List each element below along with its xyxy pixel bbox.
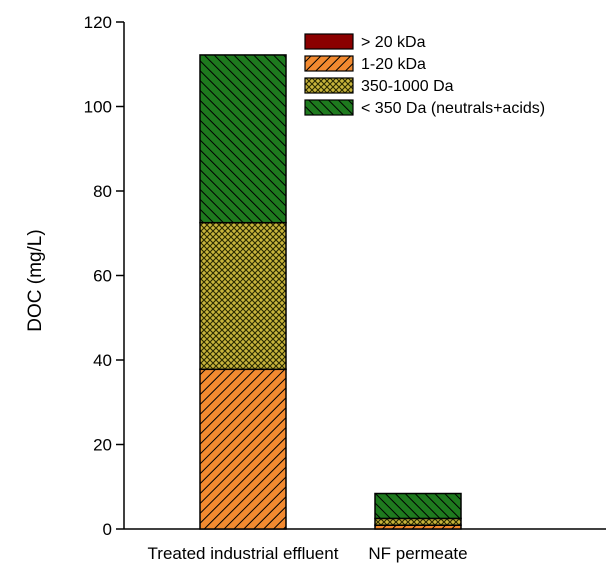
legend-swatch [304,33,354,50]
legend-swatch [304,77,354,94]
y-axis-title: DOC (mg/L) [25,229,46,331]
legend-swatch [304,99,354,116]
legend-label: < 350 Da (neutrals+acids) [361,100,545,117]
y-tick-label: 60 [93,267,112,286]
y-tick-label: 80 [93,182,112,201]
bar-segment [199,368,287,530]
y-tick-label: 100 [84,98,112,117]
x-axis-labels: Treated industrial effluent NF permeate [148,544,468,563]
legend: > 20 kDa 1-20 kDa 350-1000 Da < 350 Da (neu… [304,33,545,117]
bars [199,54,462,530]
y-tick-label: 20 [93,436,112,455]
plot-area: 0 20 40 60 80 100 120 Treated industrial efflu… [84,13,606,563]
bar-segment [199,54,287,224]
y-tick-label: 0 [103,520,112,539]
legend-label: 350-1000 Da [361,78,454,95]
legend-swatch [304,55,354,72]
legend-label: 1-20 kDa [361,56,426,73]
bar-segment [374,492,462,520]
bar-segment [374,517,462,526]
bar-segment [199,221,287,371]
x-tick-label: Treated industrial effluent [148,544,339,563]
y-axis-ticks: 0 20 40 60 80 100 120 [84,13,124,539]
y-tick-label: 40 [93,351,112,370]
x-tick-label: NF permeate [368,544,467,563]
legend-label: > 20 kDa [361,34,426,51]
y-tick-label: 120 [84,13,112,32]
